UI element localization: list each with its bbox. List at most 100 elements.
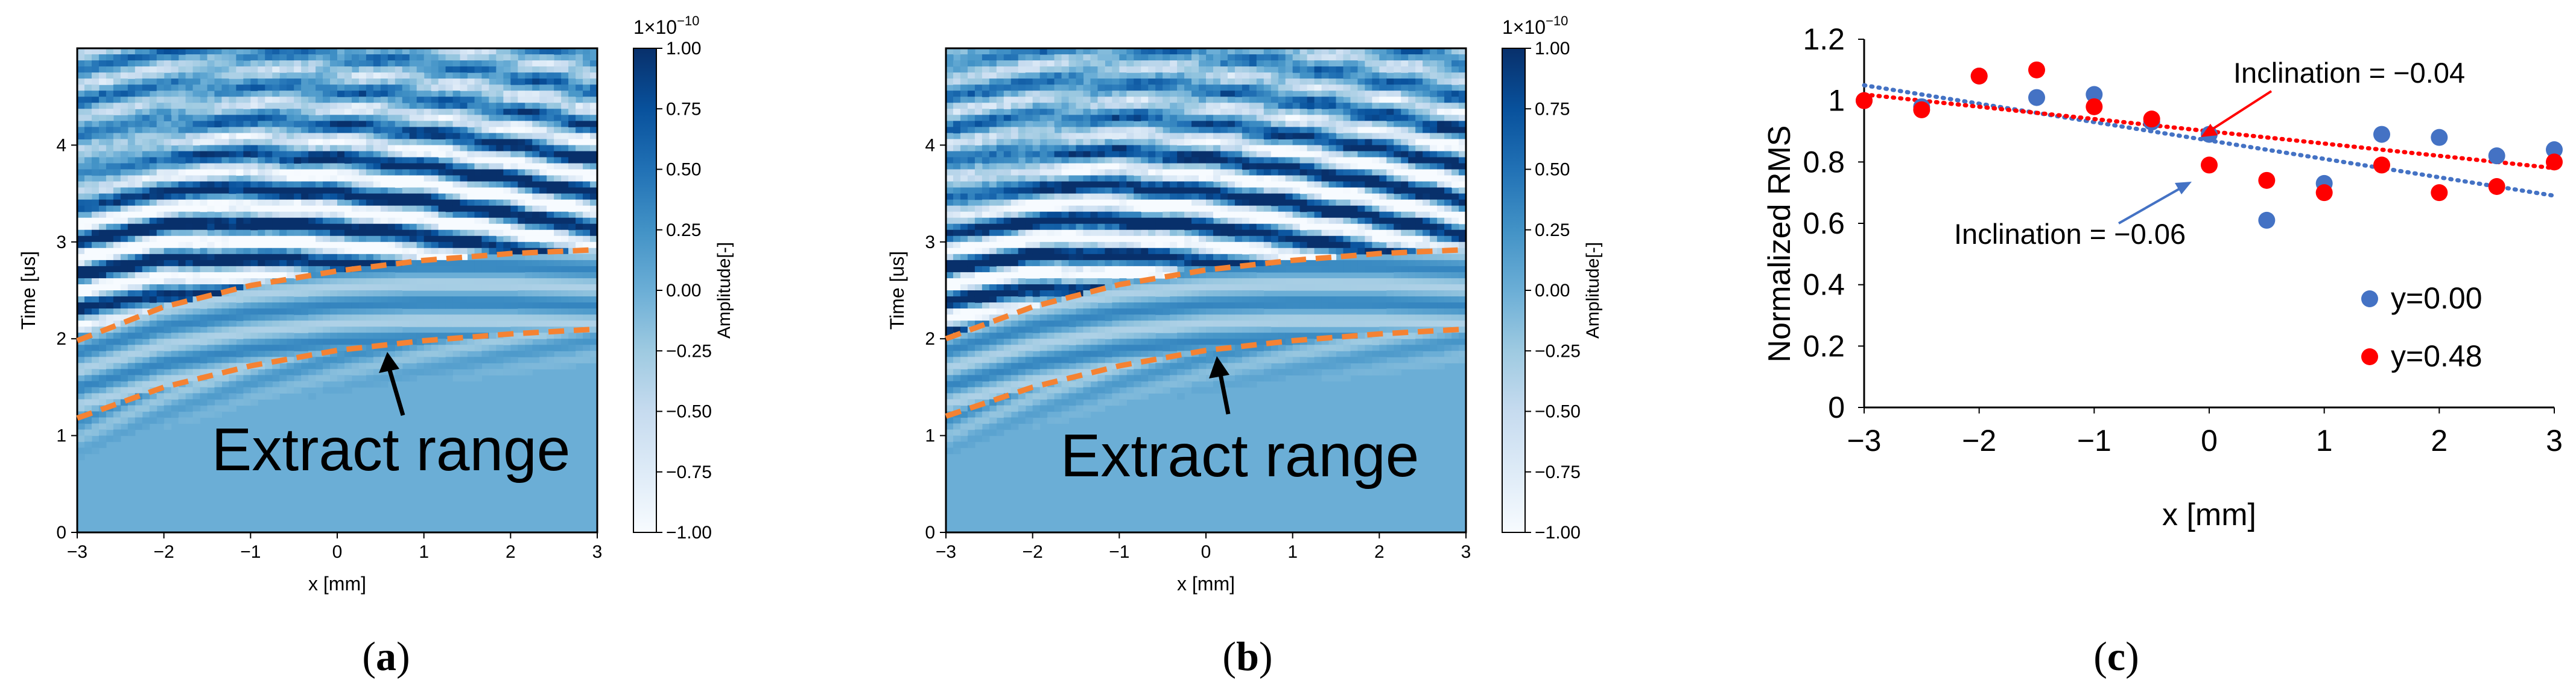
heatmap-cell <box>967 139 976 146</box>
heatmap-cell <box>301 127 309 133</box>
heatmap-cell <box>287 72 294 79</box>
heatmap-cell <box>207 278 215 285</box>
heatmap-cell <box>1061 405 1070 412</box>
heatmap-cell <box>1010 405 1019 412</box>
heatmap-cell <box>387 308 396 315</box>
heatmap-cell <box>337 127 345 133</box>
heatmap-cell <box>576 217 583 225</box>
heatmap-cell <box>279 284 287 291</box>
heatmap-cell <box>402 357 410 363</box>
heatmap-cell <box>294 254 302 261</box>
heatmap-cell <box>1025 127 1033 133</box>
heatmap-cell <box>98 187 107 194</box>
heatmap-cell <box>510 72 518 79</box>
heatmap-cell <box>989 363 997 369</box>
heatmap-cell <box>301 175 309 182</box>
heatmap-cell <box>989 235 997 243</box>
heatmap-cell <box>366 302 374 309</box>
heatmap-cell <box>358 223 367 231</box>
heatmap-cell <box>330 217 338 225</box>
heatmap-cell <box>135 151 143 158</box>
heatmap-cell <box>1003 290 1012 297</box>
heatmap-cell <box>214 302 223 309</box>
colorbar-tick-label: 0.00 <box>666 281 701 301</box>
heatmap-cell <box>323 284 331 291</box>
heatmap-cell <box>982 103 990 109</box>
heatmap-cell <box>91 241 100 249</box>
heatmap-cell <box>163 181 172 188</box>
heatmap-cell <box>301 97 309 103</box>
heatmap-cell <box>106 187 114 194</box>
heatmap-cell <box>142 296 150 303</box>
heatmap-cell <box>982 241 990 249</box>
heatmap-cell <box>358 357 367 363</box>
heatmap-cell <box>243 217 251 225</box>
heatmap-cell <box>1003 60 1012 67</box>
heatmap-cell <box>960 157 968 164</box>
heatmap-cell <box>525 345 533 351</box>
heatmap-cell <box>532 60 540 67</box>
heatmap-cell <box>489 127 496 133</box>
heatmap-cell <box>337 151 345 158</box>
heatmap-cell <box>120 54 128 61</box>
heatmap-cell <box>98 260 107 267</box>
heatmap-cell <box>91 229 100 237</box>
heatmap-cell <box>272 139 280 146</box>
heatmap-cell <box>308 54 316 61</box>
heatmap-cell <box>1068 72 1077 79</box>
heatmap-cell <box>113 290 121 297</box>
heatmap-cell <box>953 387 961 394</box>
heatmap-cell <box>337 169 345 176</box>
heatmap-cell <box>590 217 598 225</box>
heatmap-cell <box>989 417 997 424</box>
heatmap-cell <box>91 163 100 170</box>
heatmap-field <box>77 48 598 532</box>
heatmap-cell <box>532 351 540 357</box>
heatmap-cell <box>156 381 165 388</box>
heatmap-cell <box>344 205 352 212</box>
heatmap-cell <box>467 115 475 121</box>
heatmap-cell <box>1010 199 1019 206</box>
heatmap-cell <box>568 278 576 285</box>
heatmap-cell <box>431 278 439 285</box>
heatmap-cell <box>946 139 954 146</box>
heatmap-cell <box>200 217 208 225</box>
heatmap-cell <box>474 109 483 115</box>
heatmap-cell <box>532 235 540 243</box>
heatmap-cell <box>532 302 540 309</box>
heatmap-cell <box>387 85 396 91</box>
heatmap-cell <box>1025 247 1033 255</box>
heatmap-cell <box>554 60 562 67</box>
heatmap-cell <box>163 193 172 200</box>
heatmap-cell <box>946 54 954 61</box>
heatmap-cell <box>98 321 107 327</box>
heatmap-cell <box>229 205 236 212</box>
heatmap-cell <box>1018 314 1026 321</box>
heatmap-cell <box>358 254 367 261</box>
heatmap-cell <box>1061 314 1070 321</box>
heatmap-cell <box>452 91 461 97</box>
heatmap-cell <box>301 284 309 291</box>
heatmap-cell <box>1061 54 1070 61</box>
heatmap-cell <box>1010 169 1019 176</box>
heatmap-cell <box>989 223 997 231</box>
heatmap-cell <box>221 109 230 115</box>
heatmap-cell <box>149 357 157 363</box>
heatmap-cell <box>510 163 518 170</box>
heatmap-cell <box>163 247 172 255</box>
heatmap-cell <box>996 321 1004 327</box>
heatmap-cell <box>214 91 223 97</box>
heatmap-cell <box>323 187 331 194</box>
heatmap-cell <box>1018 187 1026 194</box>
heatmap-cell <box>287 345 294 351</box>
heatmap-cell <box>953 199 961 206</box>
heatmap-cell <box>250 169 258 176</box>
heatmap-cell <box>554 284 562 291</box>
heatmap-cell <box>308 175 316 182</box>
heatmap-cell <box>142 127 150 133</box>
heatmap-cell <box>554 321 562 327</box>
heatmap-cell <box>974 254 983 261</box>
heatmap-cell <box>496 266 504 273</box>
heatmap-cell <box>576 308 583 315</box>
heatmap-cell <box>192 115 201 121</box>
